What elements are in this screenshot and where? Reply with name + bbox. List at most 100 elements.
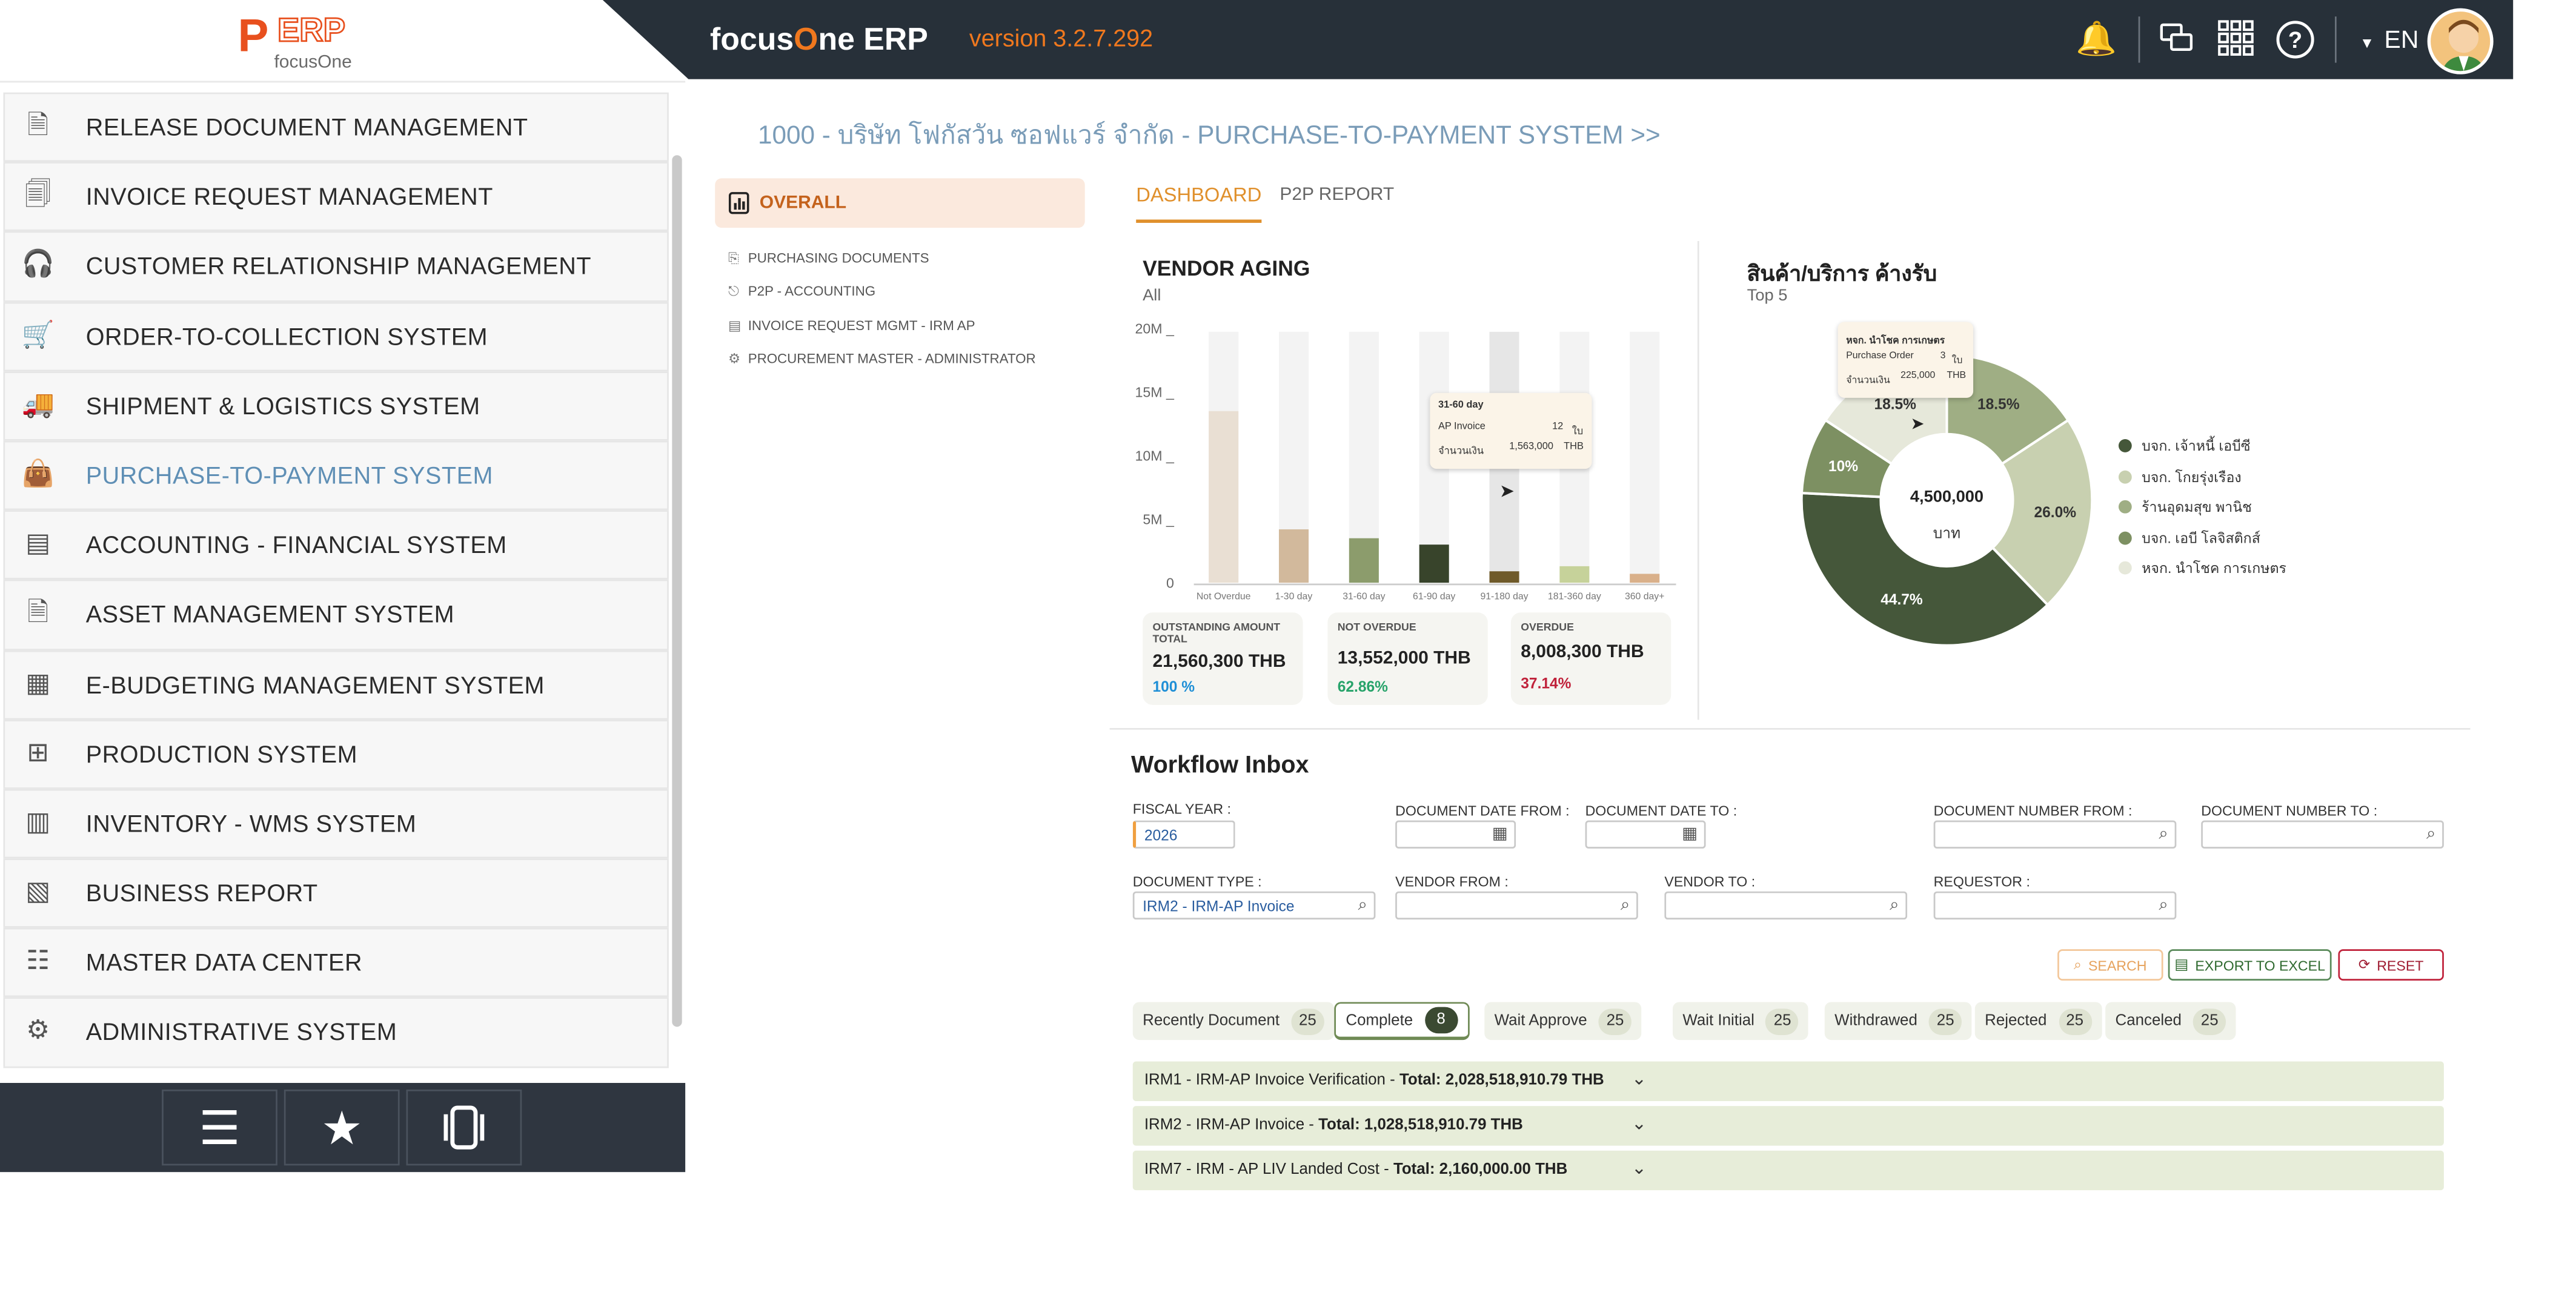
chat-icon[interactable] bbox=[2157, 20, 2196, 59]
status-tab-complete[interactable]: Complete 8 bbox=[1334, 1002, 1469, 1041]
search-button[interactable]: ⌕ SEARCH bbox=[2057, 949, 2163, 981]
vendor-from-label: VENDOR FROM : bbox=[1395, 873, 1509, 890]
sidebar-item-label: PURCHASE-TO-PAYMENT SYSTEM bbox=[85, 463, 493, 491]
admin-user-icon: ⚙ bbox=[26, 1018, 50, 1046]
sidebar-item-release-document-management[interactable]: 🗎 RELEASE DOCUMENT MANAGEMENT bbox=[3, 92, 669, 162]
help-icon[interactable]: ? bbox=[2276, 20, 2315, 59]
sidebar-item-label: ADMINISTRATIVE SYSTEM bbox=[85, 1021, 397, 1048]
vendor-from-input[interactable]: ⌕ bbox=[1395, 891, 1638, 920]
sidebar-item-asset-management-system[interactable]: 🗎 ASSET MANAGEMENT SYSTEM bbox=[3, 580, 669, 650]
legend-item[interactable]: หจก. นำโชค การเกษตร bbox=[2118, 557, 2286, 580]
sidebar-item-invoice-request-management[interactable]: 🗐 INVOICE REQUEST MANAGEMENT bbox=[3, 162, 669, 232]
status-tab-wait-initial[interactable]: Wait Initial 25 bbox=[1673, 1002, 1809, 1041]
reset-button[interactable]: ⟳ RESET bbox=[2338, 949, 2444, 981]
sidebar-item-shipment-logistics-system[interactable]: 🚚 SHIPMENT & LOGISTICS SYSTEM bbox=[3, 371, 669, 441]
language-selector[interactable]: ▼ EN bbox=[2359, 26, 2419, 55]
x-tick-label: 31-60 day bbox=[1343, 591, 1385, 601]
legend-item[interactable]: บจก. เจ้าหนี้ เอบีซี bbox=[2118, 434, 2251, 457]
subnav-purchasing-documents[interactable]: ⎘ PURCHASING DOCUMENTS bbox=[728, 251, 929, 267]
chevron-down-icon[interactable]: ⌄ bbox=[1631, 1114, 1647, 1134]
tab-p2p-report[interactable]: P2P REPORT bbox=[1280, 185, 1395, 205]
sidebar-item-customer-relationship-management[interactable]: 🎧 CUSTOMER RELATIONSHIP MANAGEMENT bbox=[3, 231, 669, 302]
calendar-icon[interactable]: ▦ bbox=[1492, 825, 1508, 844]
document-group-row[interactable]: IRM7 - IRM - AP LIV Landed Cost - Total:… bbox=[1132, 1150, 2444, 1191]
document-group-row[interactable]: IRM1 - IRM-AP Invoice Verification - Tot… bbox=[1132, 1061, 2444, 1101]
search-icon[interactable]: ⌕ bbox=[1890, 896, 1899, 915]
doc-number-from-input[interactable]: ⌕ bbox=[1933, 820, 2177, 849]
chevron-down-icon[interactable]: ⌄ bbox=[1631, 1159, 1647, 1179]
sidebar-item-business-report[interactable]: ▧ BUSINESS REPORT bbox=[3, 858, 669, 928]
sidebar-menu: 🗎 RELEASE DOCUMENT MANAGEMENT 🗐 INVOICE REQ… bbox=[3, 92, 669, 1083]
caret-down-icon: ▼ bbox=[2359, 35, 2375, 51]
export-excel-button[interactable]: ▤ EXPORT TO EXCEL bbox=[2168, 949, 2332, 981]
status-tab-recently-document[interactable]: Recently Document 25 bbox=[1132, 1002, 1335, 1041]
overall-button[interactable]: OVERALL bbox=[715, 178, 1085, 228]
bell-icon[interactable]: 🔔 bbox=[2076, 21, 2117, 58]
legend-item[interactable]: บจก. เอบี โลจิสติกส์ bbox=[2118, 526, 2260, 549]
search-icon[interactable]: ⌕ bbox=[2159, 896, 2168, 915]
subnav-procurement-master[interactable]: ⚙ PROCUREMENT MASTER - ADMINISTRATOR bbox=[728, 350, 1036, 367]
apps-grid-icon[interactable] bbox=[2216, 20, 2256, 59]
sidebar-scrollbar[interactable] bbox=[672, 155, 682, 1027]
calendar-icon[interactable]: ▦ bbox=[1682, 825, 1698, 844]
doc-date-to-input[interactable]: ▦ bbox=[1585, 820, 1706, 849]
tab-dashboard[interactable]: DASHBOARD bbox=[1136, 184, 1262, 223]
pie-value-label: 18.5% bbox=[1977, 397, 2020, 413]
excel-icon: ▤ bbox=[2174, 956, 2189, 973]
windows-icon bbox=[443, 1105, 485, 1150]
sidebar-item-administrative-system[interactable]: ⚙ ADMINISTRATIVE SYSTEM bbox=[3, 998, 669, 1068]
document-group-row[interactable]: IRM2 - IRM-AP Invoice - Total: 1,028,518… bbox=[1132, 1106, 2444, 1146]
status-tab-wait-approve[interactable]: Wait Approve 25 bbox=[1484, 1002, 1642, 1041]
fiscal-year-input[interactable]: 2026 bbox=[1132, 820, 1235, 849]
bar[interactable] bbox=[1278, 529, 1309, 583]
header-divider bbox=[2138, 16, 2140, 63]
search-icon: ⌕ bbox=[2074, 956, 2082, 973]
favorites-button[interactable]: ★ bbox=[284, 1089, 400, 1166]
requestor-input[interactable]: ⌕ bbox=[1933, 891, 2177, 920]
vendor-to-input[interactable]: ⌕ bbox=[1664, 891, 1908, 920]
avatar[interactable] bbox=[2427, 8, 2494, 74]
subnav-p2p-accounting[interactable]: ⎋ P2P - ACCOUNTING bbox=[728, 284, 875, 300]
status-tab-withdrawed[interactable]: Withdrawed 25 bbox=[1824, 1002, 1972, 1041]
sidebar-item-inventory-wms-system[interactable]: ▥ INVENTORY - WMS SYSTEM bbox=[3, 789, 669, 859]
ledger-icon: ▤ bbox=[25, 530, 51, 558]
bar[interactable] bbox=[1559, 566, 1590, 583]
sidebar-item-production-system[interactable]: ⊞ PRODUCTION SYSTEM bbox=[3, 719, 669, 789]
document-check-icon: 🗎 bbox=[27, 112, 49, 141]
doc-date-from-label: DOCUMENT DATE FROM : bbox=[1395, 802, 1570, 819]
sidebar-item-master-data-center[interactable]: ☷ MASTER DATA CENTER bbox=[3, 928, 669, 998]
sidebar-item-e-budgeting-management-system[interactable]: ▦ E-BUDGETING MANAGEMENT SYSTEM bbox=[3, 649, 669, 720]
legend-item[interactable]: บจก. โกยรุ่งเรือง bbox=[2118, 465, 2242, 488]
switch-view-button[interactable] bbox=[406, 1089, 522, 1166]
search-icon[interactable]: ⌕ bbox=[1358, 896, 1367, 915]
search-icon[interactable]: ⌕ bbox=[2426, 825, 2436, 844]
status-tab-canceled[interactable]: Canceled 25 bbox=[2105, 1002, 2236, 1041]
y-tick-label: 15M _ bbox=[1135, 385, 1175, 400]
legend-swatch bbox=[2118, 500, 2132, 514]
doc-type-input[interactable]: IRM2 - IRM-AP Invoice ⌕ bbox=[1132, 891, 1376, 920]
doc-number-to-input[interactable]: ⌕ bbox=[2201, 820, 2444, 849]
legend-item[interactable]: ร้านอุดมสุข พานิช bbox=[2118, 495, 2252, 518]
header-divider bbox=[2334, 16, 2337, 63]
sidebar-item-accounting-financial-system[interactable]: ▤ ACCOUNTING - FINANCIAL SYSTEM bbox=[3, 510, 669, 580]
report-icon: ▧ bbox=[25, 878, 51, 907]
search-icon[interactable]: ⌕ bbox=[1620, 896, 1630, 915]
bar[interactable] bbox=[1209, 411, 1239, 583]
group-label: IRM2 - IRM-AP Invoice - Total: 1,028,518… bbox=[1144, 1116, 1523, 1134]
bar[interactable] bbox=[1419, 544, 1449, 583]
breadcrumb[interactable]: 1000 - บริษัท โฟกัสวัน ซอฟแวร์ จำกัด - P… bbox=[758, 122, 1661, 151]
sidebar-item-order-to-collection-system[interactable]: 🛒 ORDER-TO-COLLECTION SYSTEM bbox=[3, 301, 669, 371]
menu-button[interactable]: ☰ bbox=[162, 1089, 277, 1166]
invoice-icon: ▤ bbox=[728, 319, 742, 334]
chevron-down-icon[interactable]: ⌄ bbox=[1631, 1070, 1647, 1090]
doc-date-from-input[interactable]: ▦ bbox=[1395, 820, 1516, 849]
sidebar-item-label: INVENTORY - WMS SYSTEM bbox=[85, 812, 417, 839]
subnav-invoice-request[interactable]: ▤ INVOICE REQUEST MGMT - IRM AP bbox=[728, 317, 975, 334]
sidebar-item-label: ORDER-TO-COLLECTION SYSTEM bbox=[85, 324, 488, 351]
sidebar-item-purchase-to-payment-system[interactable]: 👜 PURCHASE-TO-PAYMENT SYSTEM bbox=[3, 440, 669, 511]
bar[interactable] bbox=[1349, 538, 1379, 583]
bar[interactable] bbox=[1489, 571, 1519, 583]
search-icon[interactable]: ⌕ bbox=[2159, 825, 2168, 844]
bar[interactable] bbox=[1630, 574, 1660, 583]
status-tab-rejected[interactable]: Rejected 25 bbox=[1974, 1002, 2102, 1041]
